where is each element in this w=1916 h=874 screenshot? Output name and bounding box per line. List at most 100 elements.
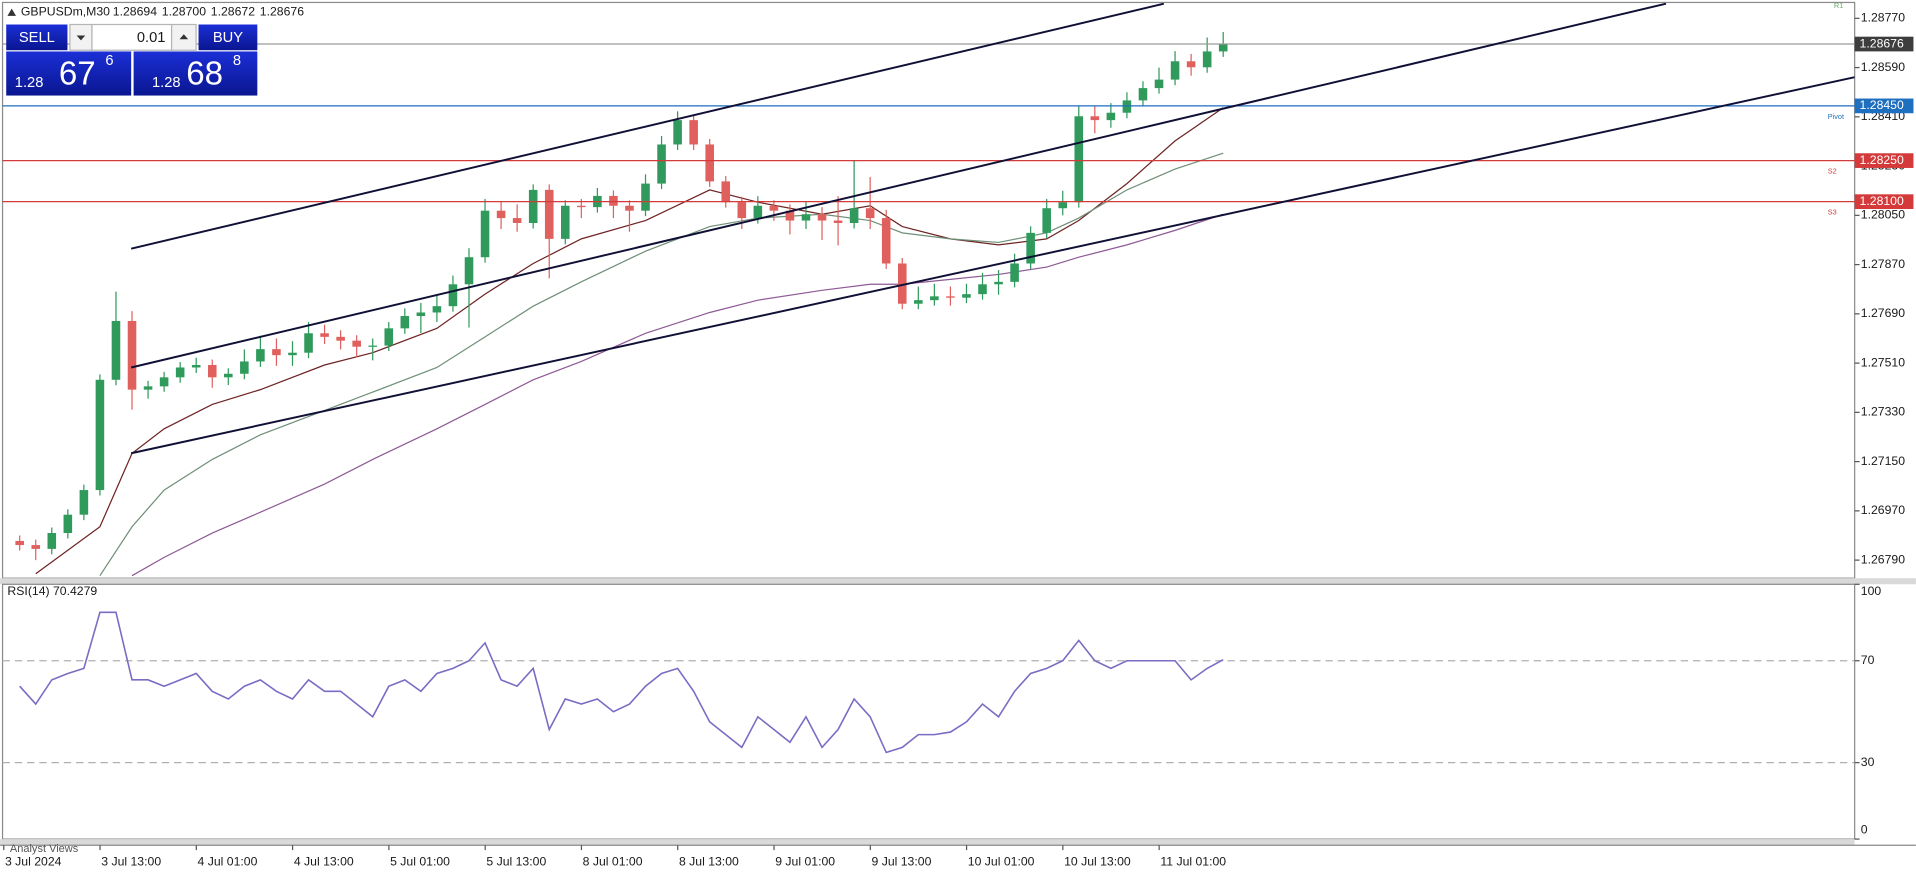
candle-body <box>31 545 41 549</box>
candle-body <box>432 306 442 313</box>
quote-open: 1.28694 <box>113 4 157 18</box>
tab-label[interactable]: Analyst Views <box>10 843 79 855</box>
y-tick-label: 1.28590 <box>1861 60 1905 74</box>
candle-body <box>256 349 265 362</box>
candle-body <box>464 257 474 285</box>
y-tick-label: 1.27690 <box>1861 306 1905 320</box>
moving-average <box>131 213 1224 577</box>
trend-lines <box>130 2 1855 455</box>
candle-body <box>785 210 795 221</box>
candle-body <box>400 316 410 329</box>
level-tag: S2 <box>1828 167 1837 176</box>
quote-high: 1.28700 <box>162 4 206 18</box>
sell-button[interactable] <box>6 24 68 51</box>
x-tick-label: 4 Jul 01:00 <box>198 855 258 869</box>
symbol-icon[interactable] <box>7 8 17 16</box>
rsi-layer <box>2 611 1855 764</box>
candle-body <box>143 386 153 390</box>
bid-point: 6 <box>105 53 113 69</box>
price-level-box <box>1854 194 1914 210</box>
y-tick-label: 1.27870 <box>1861 257 1905 271</box>
x-tick-label: 4 Jul 13:00 <box>294 855 354 869</box>
candle-body <box>978 284 987 295</box>
x-tick-label: 10 Jul 01:00 <box>968 855 1035 869</box>
y-tick-label: 70 <box>1861 653 1875 667</box>
candle-body <box>1138 88 1148 101</box>
candle-body <box>159 377 169 387</box>
rsi-title: RSI(14) 70.4279 <box>7 584 97 598</box>
candle-body <box>272 349 281 356</box>
y-tick-label: 1.28770 <box>1861 11 1905 25</box>
bid-pips: 67 <box>59 56 96 93</box>
ask-pips: 68 <box>186 56 223 93</box>
y-tick-label: 0 <box>1861 823 1868 837</box>
trend-line[interactable] <box>130 2 1667 369</box>
candle-body <box>689 120 698 145</box>
candle-body <box>881 218 891 264</box>
level-tag: S3 <box>1828 208 1837 217</box>
candle-body <box>15 540 24 546</box>
candle-body <box>207 365 217 378</box>
x-tick-label: 9 Jul 13:00 <box>872 855 932 869</box>
y-tick-label: 30 <box>1861 755 1875 769</box>
axis-layer: 1.287701.285901.284101.282301.280501.278… <box>3 11 1914 869</box>
candle-body <box>1202 51 1212 68</box>
candle-body <box>1122 100 1132 113</box>
ask-big: 1.28 <box>152 75 181 91</box>
quote-close: 1.28676 <box>260 4 304 18</box>
candle-body <box>368 345 378 347</box>
lot-input[interactable] <box>91 23 173 51</box>
candle-body <box>288 352 297 356</box>
candle-body <box>240 361 249 374</box>
y-tick-label: 1.26970 <box>1861 503 1905 517</box>
candle-body <box>833 220 843 223</box>
candle-body <box>817 214 827 221</box>
candle-body <box>111 320 121 380</box>
x-tick-label: 3 Jul 13:00 <box>101 855 161 869</box>
bid-box[interactable] <box>6 51 132 96</box>
y-tick-label: 1.28050 <box>1861 208 1905 222</box>
candle-body <box>753 205 763 219</box>
down-arrow <box>76 35 86 41</box>
candle-body <box>416 312 426 317</box>
candle-body <box>897 263 907 304</box>
candle-body <box>673 120 682 145</box>
x-tick-label: 3 Jul 2024 <box>5 855 62 869</box>
candle-body <box>994 281 1003 285</box>
x-tick-label: 10 Jul 13:00 <box>1064 855 1131 869</box>
candle-body <box>47 533 57 549</box>
candle-body <box>175 367 185 378</box>
x-tick-label: 9 Jul 01:00 <box>775 855 835 869</box>
candle-body <box>1218 44 1228 52</box>
price-level-box <box>1854 153 1914 168</box>
candle-body <box>946 296 955 298</box>
trend-line[interactable] <box>130 2 1165 250</box>
candle-body <box>560 205 570 239</box>
buy-label: BUY <box>213 30 243 46</box>
candle-body <box>352 340 361 347</box>
candle-body <box>1090 116 1100 121</box>
rsi-line <box>19 611 1224 754</box>
x-tick-label: 5 Jul 01:00 <box>390 855 450 869</box>
sell-label: SELL <box>19 30 55 46</box>
candle-body <box>79 490 89 515</box>
price-level-label: 1.28676 <box>1860 36 1904 50</box>
candle-body <box>304 333 313 353</box>
quote-low: 1.28672 <box>211 4 255 18</box>
candle-body <box>63 514 73 534</box>
level-tag: R1 <box>1834 1 1843 10</box>
candle-body <box>705 144 714 182</box>
one-click-panel: SELL 0.01 BUY 1.28 67 6 1.28 68 8 <box>6 23 258 96</box>
ask-box[interactable] <box>133 51 258 96</box>
candle-body <box>496 210 506 219</box>
buy-button[interactable] <box>198 24 258 51</box>
candle-body <box>801 214 811 221</box>
ask-point: 8 <box>233 53 241 69</box>
candle-body <box>657 144 666 184</box>
x-tick-label: 8 Jul 13:00 <box>679 855 739 869</box>
trend-line[interactable] <box>130 76 1855 455</box>
candle-body <box>1106 112 1116 121</box>
candle-body <box>914 300 923 304</box>
